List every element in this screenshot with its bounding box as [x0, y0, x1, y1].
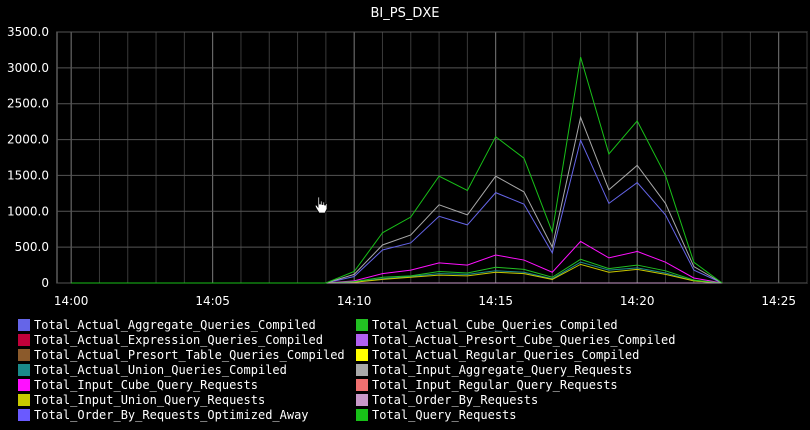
legend-item: Total_Actual_Cube_Queries_Compiled	[356, 317, 675, 332]
legend-item: Total_Actual_Presort_Cube_Queries_Compil…	[356, 332, 675, 347]
legend-item: Total_Order_By_Requests_Optimized_Away	[18, 407, 345, 422]
y-tick-label: 1500.0	[7, 168, 49, 182]
legend-swatch	[356, 378, 368, 391]
legend-label: Total_Actual_Regular_Queries_Compiled	[372, 347, 640, 362]
y-tick-label: 0	[41, 276, 49, 290]
chart-title: BI_PS_DXE	[370, 6, 440, 21]
legend-item: Total_Actual_Union_Queries_Compiled	[18, 362, 345, 377]
series-line	[71, 56, 723, 284]
legend-item: Total_Input_Aggregate_Query_Requests	[356, 362, 675, 377]
legend-column-left: Total_Actual_Aggregate_Queries_Compiled T…	[18, 317, 345, 422]
legend-swatch	[18, 378, 30, 391]
legend-item: Total_Actual_Aggregate_Queries_Compiled	[18, 317, 345, 332]
legend-column-right: Total_Actual_Cube_Queries_Compiled Total_…	[356, 317, 675, 422]
legend-label: Total_Input_Union_Query_Requests	[34, 392, 266, 407]
hand-pointer-icon	[314, 196, 328, 214]
legend-swatch	[18, 318, 30, 331]
y-tick-label: 1000.0	[7, 204, 49, 218]
y-tick-label: 500.0	[15, 240, 49, 254]
legend-label: Total_Order_By_Requests	[372, 392, 539, 407]
legend-item: Total_Input_Cube_Query_Requests	[18, 377, 345, 392]
legend-label: Total_Actual_Cube_Queries_Compiled	[372, 317, 618, 332]
legend-label: Total_Query_Requests	[372, 407, 517, 422]
chart-svg: 0 500.0 1000.0 1500.0 2000.0 2500.0 3000.0 3500…	[7, 25, 808, 308]
legend-swatch	[356, 318, 368, 331]
legend-label: Total_Order_By_Requests_Optimized_Away	[34, 407, 309, 422]
legend-label: Total_Actual_Presort_Table_Queries_Compi…	[34, 347, 345, 362]
legend-swatch	[356, 363, 368, 376]
legend-item: Total_Actual_Expression_Queries_Compiled	[18, 332, 345, 347]
x-tick-label: 14:05	[195, 294, 230, 308]
legend-swatch	[356, 393, 368, 406]
legend-item: Total_Input_Union_Query_Requests	[18, 392, 345, 407]
legend-swatch	[18, 408, 30, 421]
y-tick-label: 3500.0	[7, 25, 49, 39]
plot-area	[56, 31, 808, 284]
legend-swatch	[18, 393, 30, 406]
y-tick-label: 2500.0	[7, 97, 49, 111]
legend-label: Total_Input_Aggregate_Query_Requests	[372, 362, 633, 377]
legend-item: Total_Actual_Regular_Queries_Compiled	[356, 347, 675, 362]
x-tick-label: 14:25	[761, 294, 796, 308]
legend-label: Total_Actual_Expression_Queries_Compiled	[34, 332, 323, 347]
legend-swatch	[18, 333, 30, 346]
legend-label: Total_Input_Regular_Query_Requests	[372, 377, 618, 392]
legend-label: Total_Actual_Presort_Cube_Queries_Compil…	[372, 332, 676, 347]
legend-item: Total_Query_Requests	[356, 407, 675, 422]
legend-swatch	[356, 348, 368, 361]
legend-swatch	[356, 333, 368, 346]
legend-swatch	[18, 348, 30, 361]
legend-item: Total_Actual_Presort_Table_Queries_Compi…	[18, 347, 345, 362]
y-tick-label: 2000.0	[7, 133, 49, 147]
x-tick-label: 14:15	[478, 294, 513, 308]
legend-item: Total_Input_Regular_Query_Requests	[356, 377, 675, 392]
x-tick-label: 14:10	[337, 294, 372, 308]
legend-swatch	[356, 408, 368, 421]
legend-label: Total_Actual_Union_Queries_Compiled	[34, 362, 287, 377]
legend-label: Total_Input_Cube_Query_Requests	[34, 377, 258, 392]
x-tick-label: 14:20	[620, 294, 655, 308]
y-tick-label: 3000.0	[7, 61, 49, 75]
legend-item: Total_Order_By_Requests	[356, 392, 675, 407]
legend-swatch	[18, 363, 30, 376]
legend-label: Total_Actual_Aggregate_Queries_Compiled	[34, 317, 316, 332]
x-tick-label: 14:00	[54, 294, 89, 308]
